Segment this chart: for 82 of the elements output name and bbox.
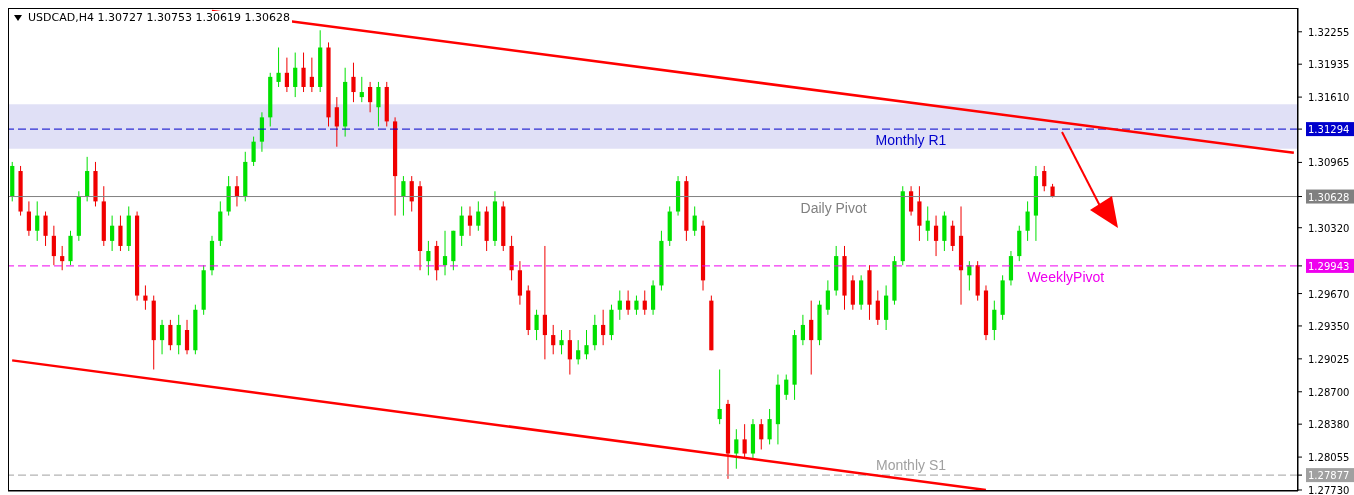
y-tick-label: 1.28380 <box>1308 419 1350 431</box>
y-tick-label: 1.29670 <box>1308 288 1350 300</box>
candlestick <box>442 230 448 276</box>
candlestick <box>825 279 830 316</box>
candlestick <box>567 329 572 376</box>
y-tick-label: 1.31294 <box>1308 124 1350 136</box>
ref-line-label: Monthly S1 <box>875 457 947 474</box>
candlestick <box>908 185 914 217</box>
candlestick <box>359 76 364 103</box>
candlestick <box>176 314 181 355</box>
candlestick <box>234 175 240 207</box>
y-tick-label: 1.27730 <box>1308 484 1350 495</box>
candlestick <box>767 408 772 445</box>
y-tick-label: 1.27877 <box>1308 470 1350 482</box>
candlestick <box>1025 200 1030 242</box>
candlestick <box>368 81 373 113</box>
y-tick-label: 1.30965 <box>1308 157 1350 169</box>
candlestick <box>742 423 747 460</box>
candlestick <box>401 175 406 217</box>
candlestick <box>875 290 880 326</box>
candlestick <box>26 200 31 237</box>
candlestick <box>110 215 115 252</box>
candlestick <box>376 81 381 127</box>
candlestick <box>426 240 431 276</box>
candlestick <box>992 300 997 341</box>
candlestick <box>642 290 647 316</box>
candlestick <box>634 295 639 316</box>
candlestick <box>933 215 939 257</box>
candlestick <box>734 428 739 470</box>
candlestick <box>43 211 48 247</box>
candlestick <box>293 52 298 98</box>
candlestick <box>284 57 289 93</box>
ref-line-label: Daily Pivot <box>800 199 867 216</box>
candlestick <box>143 284 148 311</box>
candlestick <box>925 205 930 242</box>
candlestick <box>809 300 814 376</box>
candlestick <box>800 314 805 346</box>
candlestick <box>351 62 356 103</box>
y-tick-label: 1.29350 <box>1308 320 1350 332</box>
y-tick-label: 1.29943 <box>1308 260 1350 272</box>
y-tick-label: 1.28055 <box>1308 452 1350 464</box>
y-tick-label: 1.30320 <box>1308 222 1350 234</box>
y-tick-label: 1.31935 <box>1308 59 1350 71</box>
candlestick <box>559 329 564 355</box>
candlestick <box>576 339 581 365</box>
candlestick <box>276 46 281 88</box>
candlestick <box>301 52 306 93</box>
candlestick <box>717 368 722 425</box>
candlestick <box>51 225 56 266</box>
candlestick <box>251 136 256 167</box>
candlestick <box>601 309 606 346</box>
candlestick <box>467 205 473 237</box>
y-tick-label: 1.30628 <box>1308 191 1350 203</box>
candlestick <box>542 245 547 360</box>
candlestick <box>551 324 556 355</box>
candlestick <box>476 200 481 232</box>
candlestick <box>692 205 697 237</box>
candlestick <box>309 57 314 93</box>
y-tick-label: 1.29025 <box>1308 353 1350 365</box>
candlestick <box>168 319 173 351</box>
y-tick-label: 1.28700 <box>1308 386 1350 398</box>
candlestick <box>334 96 339 148</box>
chart-title: USDCAD,H4 1.30727 1.30753 1.30619 1.30628 <box>26 11 292 24</box>
candlestick <box>759 418 764 450</box>
candlestick <box>60 245 65 271</box>
y-tick-label: 1.32255 <box>1308 26 1350 38</box>
candlestick <box>1042 165 1047 192</box>
candlestick <box>118 215 123 252</box>
candlestick <box>784 374 789 401</box>
candlestick <box>35 200 40 242</box>
candlestick <box>950 220 955 252</box>
candlestick <box>459 205 464 247</box>
candlestick <box>159 319 165 355</box>
ref-line-label: Monthly R1 <box>875 132 947 149</box>
candlestick <box>584 329 589 360</box>
candlestick <box>534 309 539 341</box>
ref-line-label: WeeklyPivot <box>1027 268 1105 285</box>
candlestick <box>592 314 597 351</box>
candlestick <box>184 319 190 355</box>
candlestick <box>626 290 631 316</box>
candlestick <box>617 290 622 321</box>
y-tick-label: 1.31610 <box>1308 92 1350 104</box>
